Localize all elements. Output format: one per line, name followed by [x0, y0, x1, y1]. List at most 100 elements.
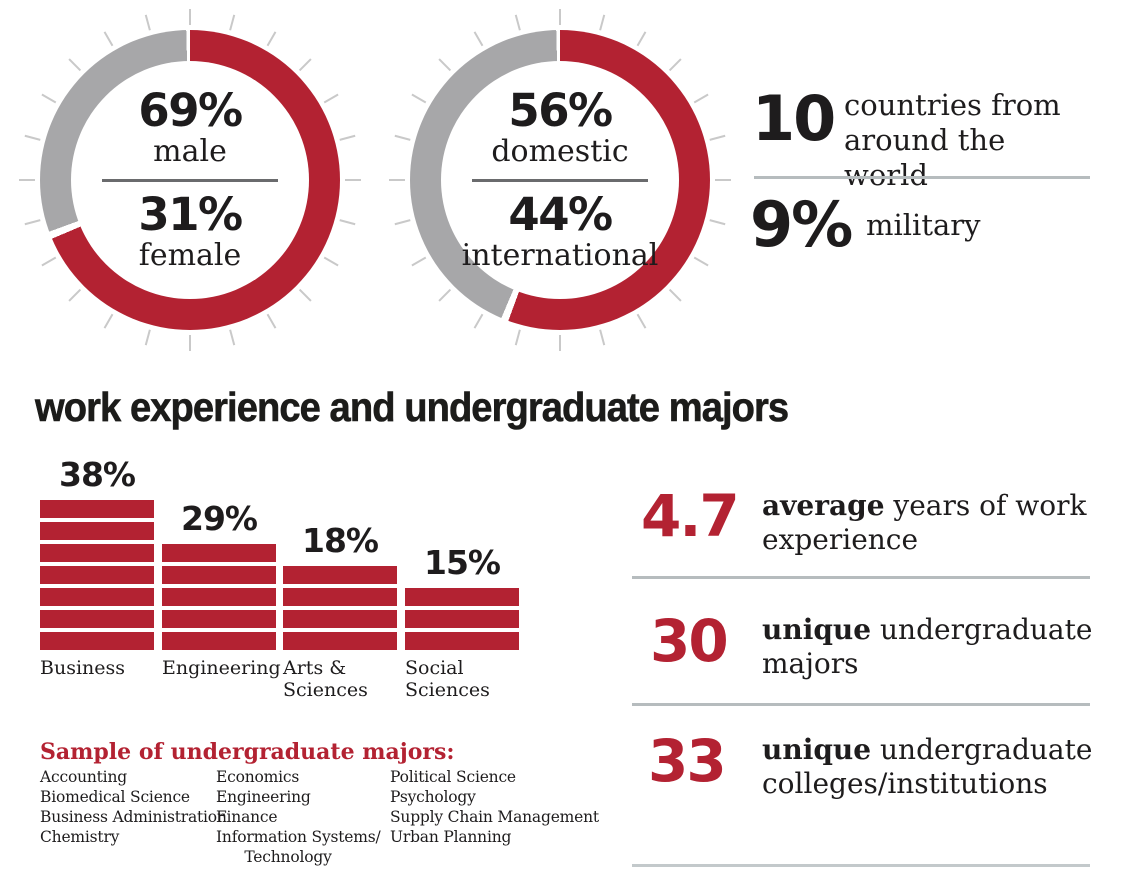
- tick-mark: [339, 134, 356, 141]
- bar-segment: [283, 566, 397, 584]
- tick-mark: [599, 329, 606, 346]
- section-heading: work experience and undergraduate majors: [35, 384, 790, 431]
- bar-segment: [40, 632, 154, 650]
- tick-mark: [229, 329, 236, 346]
- bar-category-label: Social Sciences: [405, 657, 490, 701]
- stat-military-value: 9%: [750, 188, 853, 261]
- major-item: Business Administration: [40, 808, 227, 826]
- donut-top-label: domestic: [491, 134, 629, 169]
- major-item: Economics: [216, 768, 300, 786]
- donut-bottom-value: 44%: [508, 188, 613, 241]
- tick-mark: [24, 134, 41, 141]
- bar-value-label: 38%: [59, 455, 136, 494]
- bar-segment: [40, 610, 154, 628]
- bar-segments: [40, 500, 154, 650]
- tick-mark: [41, 93, 57, 104]
- tick-mark: [19, 179, 35, 181]
- tick-mark: [345, 179, 361, 181]
- donut-center-divider: [102, 179, 278, 182]
- tick-mark: [715, 179, 731, 181]
- tick-mark: [514, 329, 521, 346]
- stat-countries-value: 10: [752, 82, 836, 155]
- bar-category-label: Engineering: [162, 657, 281, 679]
- donut-chart-residency: 56% domestic 44% international: [389, 9, 731, 351]
- bar-column: 29%: [162, 499, 276, 650]
- stat-military-label: military: [866, 208, 981, 242]
- tick-mark: [103, 31, 114, 47]
- stat-label-rest: undergraduate colleges/institutions: [762, 733, 1093, 800]
- tick-mark: [709, 134, 726, 141]
- stat-unique-colleges-label: unique undergraduate colleges/institutio…: [762, 733, 1117, 801]
- major-item: Information Systems/: [216, 828, 381, 846]
- stat-divider: [632, 864, 1090, 867]
- tick-mark: [693, 256, 709, 267]
- donut-ticks: [19, 9, 361, 351]
- bar-segment: [162, 544, 276, 562]
- major-item: Technology: [216, 848, 332, 866]
- stat-divider: [632, 703, 1090, 706]
- bar-column: 38%: [40, 455, 154, 650]
- bar-chart-undergrad-majors: 38% Business 29% Engineering 18% Arts & Scien…: [40, 455, 570, 701]
- majors-column-2: Economics Engineering Finance Information S…: [216, 767, 392, 867]
- donut-top-value: 69%: [138, 84, 243, 138]
- tick-mark: [189, 9, 191, 25]
- donut-bottom-label: international: [461, 237, 659, 273]
- bar-segment: [283, 632, 397, 650]
- tick-mark: [144, 14, 151, 31]
- bar-segment: [40, 588, 154, 606]
- tick-mark: [323, 93, 339, 104]
- donut-chart-gender: 69% male 31% female: [19, 9, 361, 351]
- major-item: Supply Chain Management: [390, 808, 599, 826]
- tick-mark: [636, 31, 647, 47]
- tick-mark: [559, 9, 561, 25]
- major-item: Accounting: [40, 768, 127, 786]
- donut-center-labels: 69% male 31% female: [72, 62, 308, 298]
- stat-divider: [754, 176, 1090, 179]
- donut-top-value: 56%: [508, 84, 613, 138]
- bar-segment: [40, 544, 154, 562]
- tick-mark: [389, 179, 405, 181]
- bar-column: 15%: [405, 543, 519, 650]
- major-item: Chemistry: [40, 828, 120, 846]
- stat-label-bold: average: [762, 489, 885, 522]
- stat-label-rest: undergraduate majors: [762, 613, 1093, 680]
- bar-column: 18%: [283, 521, 397, 650]
- bar-segments: [405, 588, 519, 650]
- stat-label-bold: unique: [762, 613, 872, 646]
- tick-mark: [599, 14, 606, 31]
- tick-mark: [473, 313, 484, 329]
- tick-mark: [339, 219, 356, 226]
- bar-segment: [40, 522, 154, 540]
- bar-segment: [405, 588, 519, 606]
- bar-segment: [40, 566, 154, 584]
- majors-list-title: Sample of undergraduate majors:: [40, 739, 455, 765]
- bar-segment: [405, 632, 519, 650]
- major-item: Psychology: [390, 788, 476, 806]
- tick-mark: [394, 219, 411, 226]
- tick-mark: [693, 93, 709, 104]
- donut-center-labels: 56% domestic 44% international: [442, 62, 678, 298]
- tick-mark: [323, 256, 339, 267]
- stat-label-rest: years of work experience: [762, 489, 1087, 556]
- bar-segment: [283, 610, 397, 628]
- donut-center-divider: [472, 179, 648, 182]
- bar-segments: [162, 544, 276, 650]
- tick-mark: [559, 335, 561, 351]
- major-item: Political Science: [390, 768, 516, 786]
- tick-mark: [514, 14, 521, 31]
- tick-mark: [144, 329, 151, 346]
- tick-mark: [411, 93, 427, 104]
- stat-label-bold: unique: [762, 733, 872, 766]
- bar-value-label: 29%: [181, 499, 258, 538]
- donut-bottom-value: 31%: [138, 188, 243, 241]
- tick-mark: [103, 313, 114, 329]
- tick-mark: [266, 313, 277, 329]
- donut-top-label: male: [153, 134, 227, 169]
- stat-avg-experience-value: 4.7: [641, 482, 740, 550]
- tick-mark: [411, 256, 427, 267]
- bar-segments: [283, 566, 397, 650]
- stat-avg-experience-label: average years of work experience: [762, 489, 1117, 557]
- tick-mark: [229, 14, 236, 31]
- major-item: Urban Planning: [390, 828, 512, 846]
